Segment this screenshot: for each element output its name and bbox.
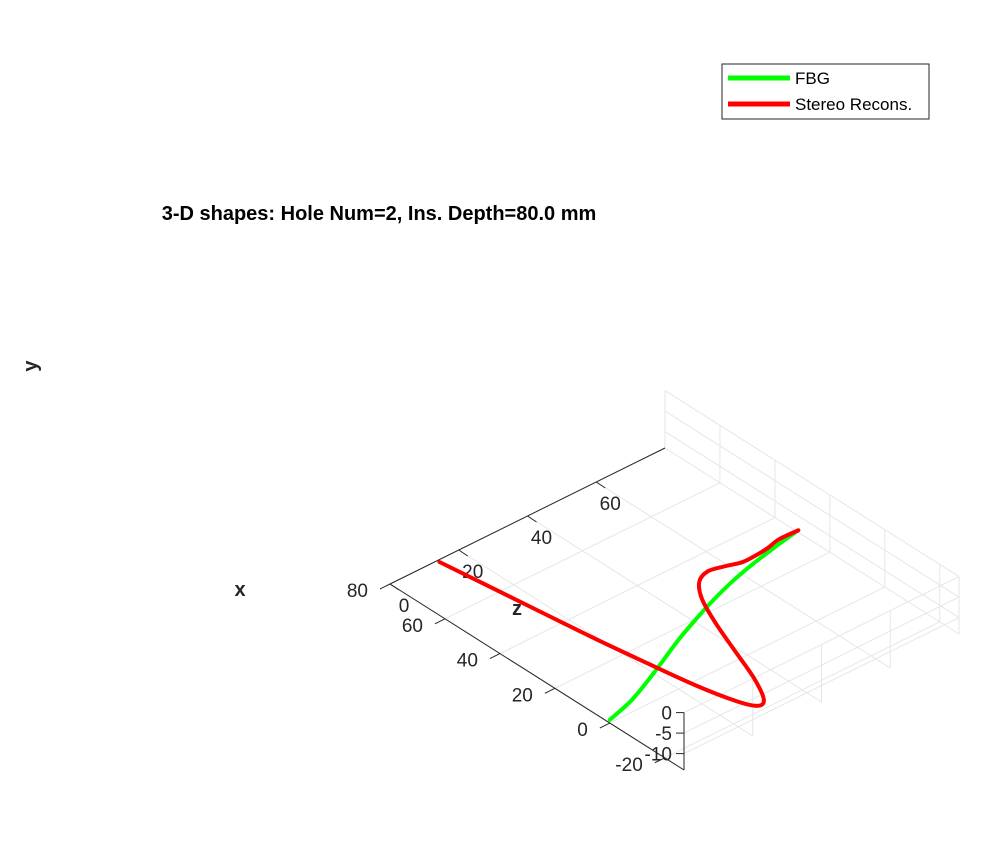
y-tick-label-2: 0: [661, 704, 672, 725]
back-wall-grid-y-1: [683, 596, 960, 734]
legend-label-stereo: Stereo Recons.: [795, 95, 912, 114]
z-tick-3: [595, 481, 606, 489]
legend-label-fbg: FBG: [795, 69, 830, 88]
x-tick-label-1: 0: [577, 720, 588, 741]
x-tick-0: [654, 757, 665, 764]
z-tick-label-2: 40: [531, 528, 552, 549]
y-tick-label-0: -10: [645, 745, 672, 766]
x-tick-1: [599, 722, 611, 729]
back-wall-grid-y-2: [683, 576, 960, 714]
series-layer: [437, 528, 801, 722]
z-tick-1: [458, 549, 469, 557]
side-wall-grid-y-2: [664, 390, 960, 578]
z-tick-2: [527, 515, 537, 523]
z-tick-0: [389, 583, 400, 591]
back-wall-grid-y-0: [683, 617, 960, 755]
legend: FBG Stereo Recons.: [721, 63, 930, 120]
series-line-stereo-recons: [437, 528, 801, 708]
side-wall-grid-y-0: [664, 431, 960, 619]
x-tick-2: [544, 687, 556, 694]
series-line-fbg: [607, 528, 801, 722]
x-tick-3: [489, 653, 501, 659]
z-axis-label: z: [512, 598, 522, 620]
chart-title: 3-D shapes: Hole Num=2, Ins. Depth=80.0 …: [162, 203, 597, 225]
y-tick-label-1: -5: [655, 724, 672, 745]
z-tick-label-3: 60: [600, 494, 621, 515]
x-tick-label-3: 40: [457, 651, 478, 672]
x-axis-line: [389, 583, 685, 771]
x-tick-4: [434, 618, 446, 625]
floor-grid-z-2: [527, 515, 822, 703]
floor-edge-far: [664, 447, 960, 635]
x-tick-label-2: 20: [512, 685, 533, 706]
y-axis-label: y: [20, 360, 42, 372]
x-tick-label-0: -20: [615, 755, 642, 776]
x-tick-label-5: 80: [347, 581, 368, 602]
x-tick-5: [379, 583, 391, 590]
side-wall-grid-y-1: [664, 410, 960, 598]
z-tick-label-0: 0: [399, 596, 410, 617]
legend-box: [721, 63, 930, 120]
floor-grid-z-3: [595, 481, 891, 669]
x-tick-label-4: 60: [402, 616, 423, 637]
x-axis-label: x: [234, 579, 245, 601]
